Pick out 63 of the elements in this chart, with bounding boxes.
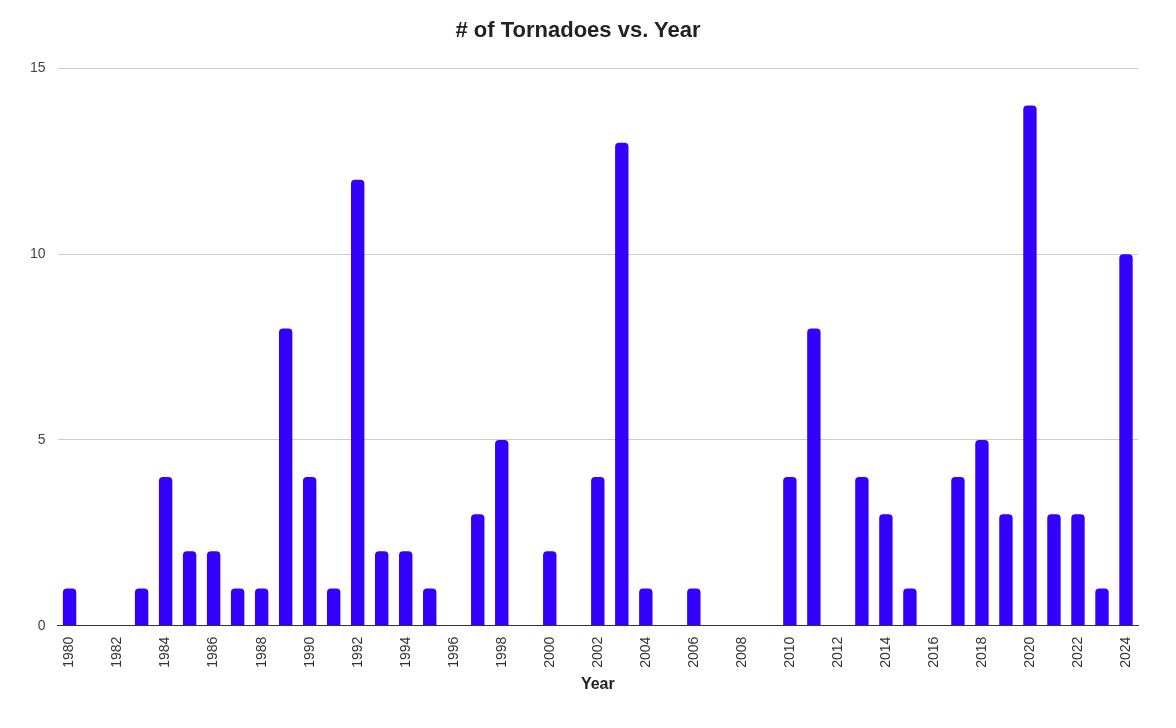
bar	[975, 439, 989, 626]
x-tick-label: 2020	[1020, 636, 1037, 668]
bar	[278, 328, 293, 626]
bar	[591, 477, 605, 626]
bar	[543, 551, 557, 626]
y-tick-label: 15	[29, 59, 46, 76]
x-tick-label: 1982	[108, 636, 125, 668]
y-tick-label: 0	[37, 616, 46, 633]
x-tick-label: 2012	[828, 636, 845, 668]
y-tick-label: 5	[37, 430, 46, 447]
bar	[495, 439, 509, 626]
bar	[879, 514, 893, 626]
x-tick-label: 2002	[588, 636, 605, 668]
x-tick-label: 1994	[396, 636, 413, 668]
bar	[230, 588, 245, 626]
bar	[206, 551, 221, 626]
x-tick-label: 1980	[60, 636, 77, 668]
bar	[375, 551, 389, 626]
bar	[615, 142, 629, 626]
bar	[182, 551, 197, 626]
bar	[158, 477, 173, 626]
bar	[399, 551, 413, 626]
x-tick-label: 2014	[876, 636, 893, 668]
bar	[807, 328, 821, 626]
bar	[134, 588, 149, 626]
x-tick-label: 1986	[204, 636, 221, 668]
bar	[1071, 514, 1085, 626]
x-tick-label: 1998	[492, 636, 509, 668]
bar	[423, 588, 437, 626]
bar	[302, 477, 317, 626]
bar	[1047, 514, 1061, 626]
bar	[687, 588, 701, 626]
bar	[62, 588, 77, 626]
bar	[855, 477, 869, 626]
bar	[1095, 588, 1109, 626]
x-tick-label: 2004	[636, 636, 653, 668]
x-tick-label: 2018	[972, 636, 989, 668]
bar	[471, 514, 485, 626]
x-tick-label: 2008	[732, 636, 749, 668]
x-tick-label: 2024	[1116, 636, 1133, 668]
x-tick-label: 1984	[156, 636, 173, 668]
bar	[999, 514, 1013, 626]
x-tick-label: 2006	[684, 636, 701, 668]
bar	[903, 588, 917, 626]
bar	[326, 588, 341, 626]
x-tick-label: 1990	[300, 636, 317, 668]
x-tick-label: 2010	[780, 636, 797, 668]
x-tick-label: 2022	[1068, 636, 1085, 668]
bar	[1023, 105, 1037, 626]
x-tick-label: 2000	[540, 636, 557, 668]
bar	[639, 588, 653, 626]
x-tick-label: 2016	[924, 636, 941, 668]
y-tick-label: 10	[29, 245, 46, 262]
bar	[254, 588, 269, 626]
bar	[783, 477, 797, 626]
x-tick-label: 1996	[444, 636, 461, 668]
bar	[350, 179, 365, 626]
chart-title: # of Tornadoes vs. Year	[455, 17, 701, 43]
bar	[1119, 254, 1133, 626]
x-axis-title: Year	[580, 674, 615, 692]
x-tick-label: 1992	[348, 636, 365, 668]
bar	[951, 477, 965, 626]
x-tick-label: 1988	[252, 636, 269, 668]
